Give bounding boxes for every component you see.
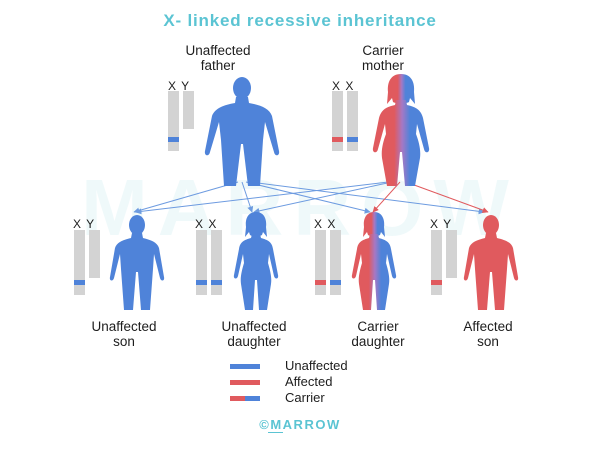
brand-logo: ©MARROW [259,417,341,432]
arrow-mother-to-daughter1 [253,181,393,214]
son1-figure-icon [109,215,165,310]
mother-x1-chromosome [332,91,343,151]
daughter2-chromosome-label: X X [314,217,337,231]
daughter1-x1-chromosome [196,230,207,295]
arrow-mother-to-son1 [135,181,389,215]
son1-label: Unaffected son [91,319,157,349]
son2-chromosome-label: X Y [430,217,453,231]
son1-x-chromosome [74,230,85,295]
x-allele-affected [332,137,343,142]
mother-x2-chromosome [347,91,358,151]
legend-label-affected: Affected [285,374,333,389]
x-allele-normal [196,280,207,285]
father-figure-icon [204,77,280,186]
arrow-father-to-son1 [133,181,239,214]
mother-chromosome-label: X X [332,79,355,93]
brand-underline [268,432,283,433]
arrow-mother-to-daughter2 [372,181,401,213]
son2-figure-icon [463,215,519,310]
daughter2-label: Carrier daughter [351,319,405,349]
mother-label: Carrier mother [361,43,405,73]
x-allele-normal [168,137,179,142]
legend-label-unaffected: Unaffected [285,358,348,373]
x-allele-affected [315,280,326,285]
x-allele-normal [211,280,222,285]
x-allele-normal [347,137,358,142]
son2-y-chromosome [446,230,457,278]
daughter1-x2-chromosome [211,230,222,295]
arrow-father-to-daughter2 [245,181,371,214]
son2-x-chromosome [431,230,442,295]
legend-label-carrier: Carrier [285,390,325,405]
arrow-mother-to-son2 [405,181,489,213]
x-allele-normal [330,280,341,285]
daughter1-label: Unaffected daughter [221,319,287,349]
diagram-title: X- linked recessive inheritance [163,11,437,30]
daughter2-x1-chromosome [315,230,326,295]
x-allele-affected [431,280,442,285]
father-label: Unaffected father [185,43,251,73]
son1-chromosome-label: X Y [73,217,96,231]
son1-y-chromosome [89,230,100,278]
daughter1-figure-icon [233,212,279,310]
father-x-chromosome [168,91,179,151]
legend-swatch-carrier [230,396,260,401]
daughter2-x2-chromosome [330,230,341,295]
daughter2-figure-icon [351,212,397,310]
x-allele-normal [74,280,85,285]
father-y-chromosome [183,91,194,129]
father-chromosome-label: X Y [168,79,191,93]
daughter1-chromosome-label: X X [195,217,218,231]
arrow-father-to-son2 [249,181,485,215]
mother-figure-icon [372,74,430,186]
arrow-father-to-daughter1 [241,181,254,213]
legend-swatch-affected [230,380,260,385]
legend-swatch-unaffected [230,364,260,369]
son2-label: Affected son [463,319,513,349]
